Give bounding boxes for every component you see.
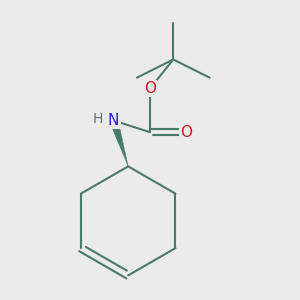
Text: O: O — [144, 81, 156, 96]
Text: N: N — [108, 113, 119, 128]
Polygon shape — [110, 119, 128, 166]
Text: O: O — [180, 125, 192, 140]
Text: H: H — [92, 112, 103, 126]
